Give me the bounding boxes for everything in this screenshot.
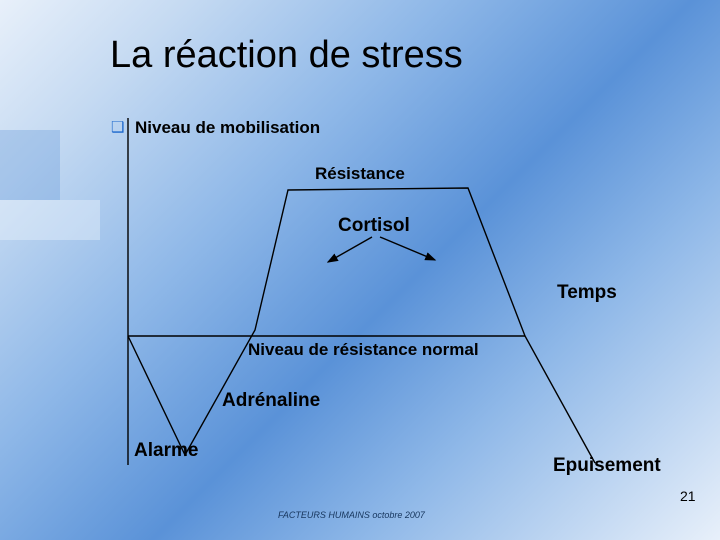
bg-accent-2 — [0, 200, 100, 240]
bg-accent-1 — [0, 130, 60, 200]
page-number: 21 — [680, 488, 696, 504]
label-resistance: Résistance — [315, 164, 405, 184]
label-alarme: Alarme — [134, 440, 198, 462]
bullet-icon: ❑ — [111, 118, 124, 136]
label-cortisol: Cortisol — [338, 215, 410, 237]
slide: La réaction de stress ❑ Niveau de mobili… — [0, 0, 720, 540]
slide-title: La réaction de stress — [110, 34, 463, 77]
footer-text: FACTEURS HUMAINS octobre 2007 — [278, 510, 425, 520]
label-epuisement: Epuisement — [553, 455, 661, 477]
label-adrenaline: Adrénaline — [222, 390, 320, 412]
label-temps: Temps — [557, 282, 617, 304]
label-niveau-normal: Niveau de résistance normal — [248, 340, 479, 360]
y-axis-label: Niveau de mobilisation — [135, 118, 320, 138]
